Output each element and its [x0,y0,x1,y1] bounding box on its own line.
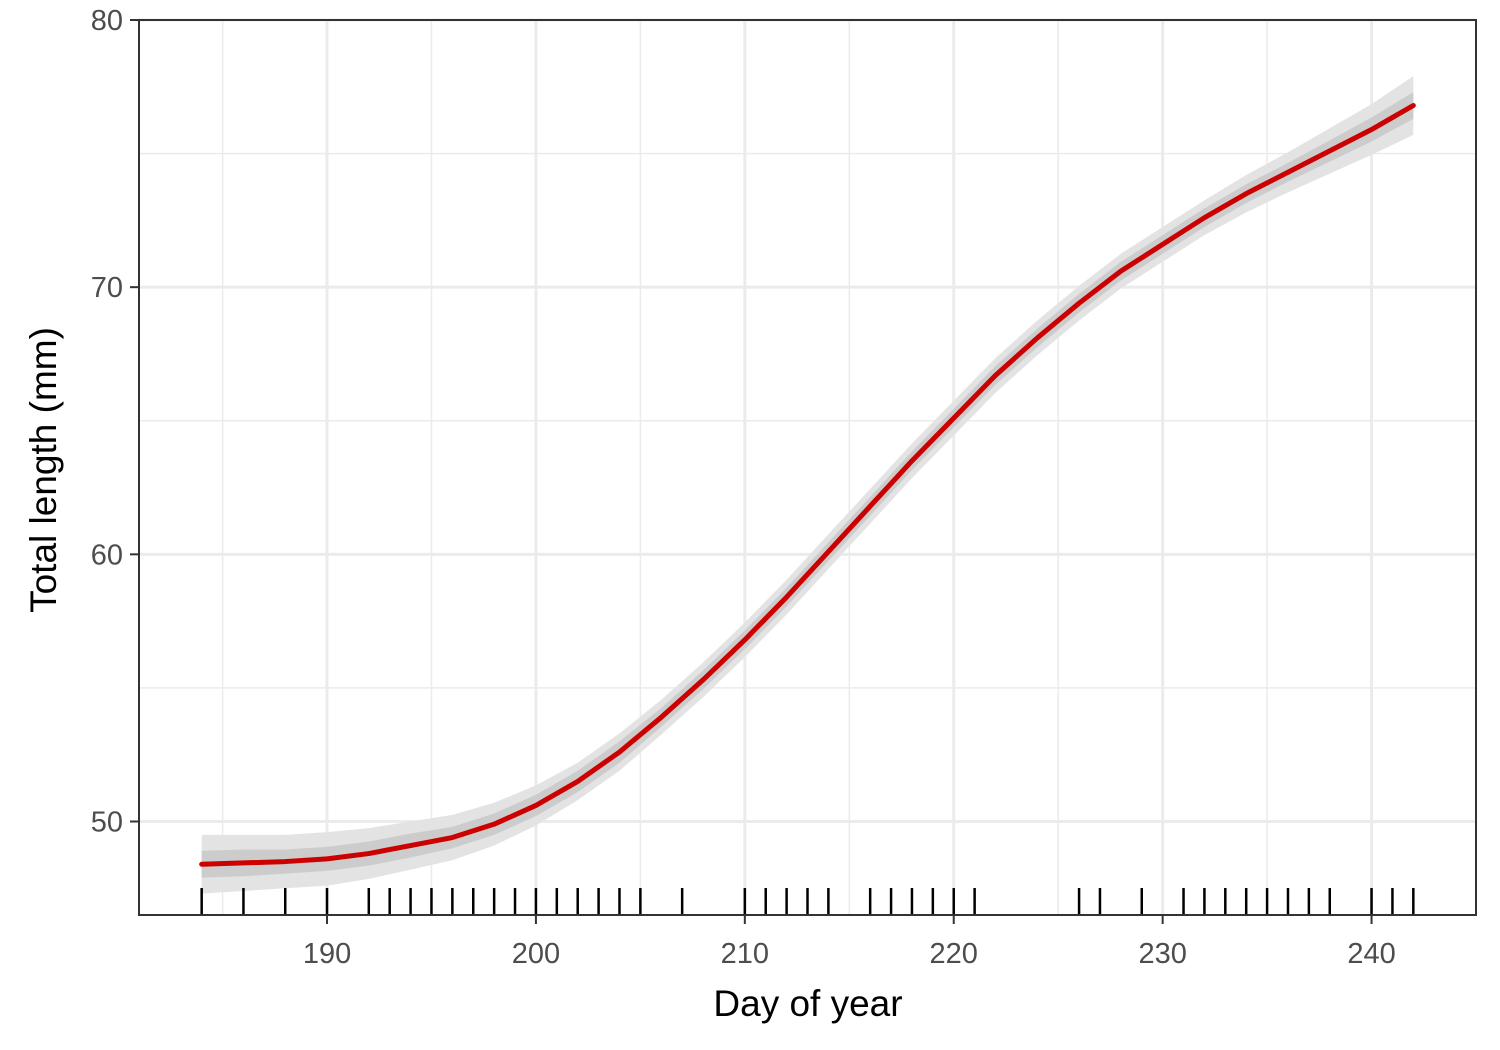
y-tick-label: 70 [91,272,123,304]
fitted-line-layer [199,102,1416,867]
fitted-line [199,102,1416,867]
y-axis-title: Total length (mm) [23,327,64,613]
x-axis-tick-labels: 190 200 210 220 230 240 [303,938,1396,970]
panel-border [138,19,1477,916]
y-axis-tick-labels: 50 60 70 80 [91,5,123,838]
y-tick-label: 80 [91,5,123,37]
x-tick-label: 210 [721,938,769,970]
x-tick-label: 230 [1138,938,1186,970]
x-tick-label: 200 [512,938,560,970]
axis-ticks [130,19,1373,924]
x-tick-label: 220 [930,938,978,970]
rug-ticks [200,888,1415,915]
x-axis-title: Day of year [713,983,902,1024]
inner-confidence-band [201,92,1414,878]
x-tick-label: 190 [303,938,351,970]
y-tick-label: 50 [91,806,123,838]
x-tick-label: 240 [1347,938,1395,970]
y-tick-label: 60 [91,539,123,571]
